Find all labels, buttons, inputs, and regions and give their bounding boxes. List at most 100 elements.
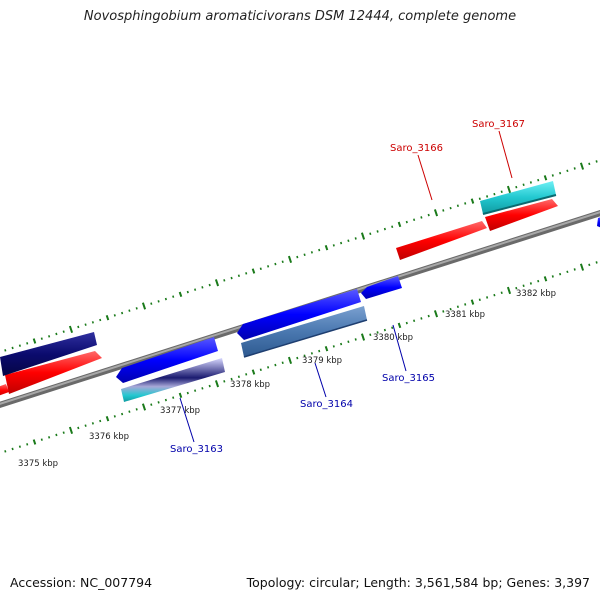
tick-mark bbox=[522, 284, 525, 288]
tick-mark bbox=[551, 275, 554, 278]
tick-mark bbox=[287, 255, 293, 264]
tick-mark bbox=[354, 338, 357, 341]
tick-mark bbox=[84, 323, 87, 326]
map-title: Novosphingobium aromaticivorans DSM 1244… bbox=[83, 9, 517, 24]
tick-mark bbox=[303, 253, 306, 257]
tick-mark bbox=[515, 185, 518, 189]
tick-mark bbox=[456, 204, 459, 208]
tick-mark bbox=[529, 282, 532, 285]
leader-saro-3164 bbox=[314, 362, 327, 398]
tick-mark bbox=[347, 340, 350, 344]
gene-label-saro-3165[interactable]: Saro_3165 bbox=[382, 373, 435, 384]
tick-mark bbox=[150, 302, 153, 305]
gene-label-saro-3164[interactable]: Saro_3164 bbox=[300, 399, 353, 410]
tick-mark bbox=[405, 321, 408, 325]
tick-mark bbox=[413, 319, 416, 323]
leader-saro-3165 bbox=[392, 324, 407, 372]
tick-mark bbox=[214, 279, 220, 287]
tick-mark bbox=[383, 227, 386, 231]
tick-mark bbox=[91, 321, 94, 324]
feature-steel-shadow bbox=[243, 319, 368, 358]
tick-mark bbox=[287, 356, 293, 365]
tick-mark bbox=[178, 392, 183, 399]
tick-mark bbox=[588, 263, 591, 267]
tick-mark bbox=[579, 263, 585, 271]
tick-mark bbox=[347, 239, 350, 243]
tick-mark bbox=[48, 436, 51, 439]
tick-mark bbox=[360, 333, 366, 341]
tick-mark bbox=[201, 387, 204, 390]
tick-mark bbox=[40, 438, 43, 441]
tick-mark bbox=[157, 401, 160, 404]
tick-mark bbox=[413, 218, 416, 222]
tick-mark bbox=[62, 330, 65, 333]
tick-mark bbox=[230, 377, 233, 381]
upper-tick-track bbox=[0, 160, 598, 356]
tick-mark bbox=[529, 181, 532, 184]
tick-mark bbox=[135, 307, 138, 310]
tick-mark bbox=[230, 276, 233, 280]
tick-mark bbox=[77, 426, 80, 430]
tick-mark bbox=[113, 314, 116, 317]
tick-mark bbox=[595, 261, 598, 264]
tick-mark bbox=[360, 232, 366, 240]
cds-forward-left-edge bbox=[0, 384, 9, 396]
tick-mark bbox=[318, 248, 321, 252]
tick-mark bbox=[194, 389, 197, 392]
feature-mixed-saro-3163 bbox=[121, 358, 225, 402]
leader-saro-3166 bbox=[417, 154, 433, 201]
tick-mark bbox=[113, 415, 116, 418]
tick-mark bbox=[486, 195, 489, 198]
gene-label-saro-3163[interactable]: Saro_3163 bbox=[170, 444, 223, 455]
tick-mark bbox=[157, 300, 160, 303]
tick-mark bbox=[442, 209, 445, 212]
tick-mark bbox=[566, 270, 569, 274]
gene-label-saro-3167[interactable]: Saro_3167 bbox=[472, 119, 525, 130]
tick-mark bbox=[135, 408, 138, 411]
tick-mark bbox=[267, 366, 270, 369]
tick-mark bbox=[464, 202, 467, 205]
cds-reverse-right-edge bbox=[597, 217, 600, 228]
tick-mark bbox=[595, 160, 598, 163]
genome-summary-label: Topology: circular; Length: 3,561,584 bp… bbox=[246, 575, 590, 590]
tick-mark bbox=[376, 331, 379, 334]
tick-mark bbox=[68, 325, 74, 334]
gene-label-saro-3166[interactable]: Saro_3166 bbox=[390, 143, 443, 154]
tick-mark bbox=[99, 318, 102, 322]
tick-mark bbox=[128, 410, 131, 413]
tick-mark bbox=[310, 251, 313, 254]
tick-mark bbox=[32, 439, 37, 445]
tick-mark bbox=[237, 274, 240, 278]
tick-mark bbox=[223, 380, 226, 383]
tick-mark bbox=[11, 346, 14, 350]
tick-mark bbox=[433, 310, 439, 318]
tick-mark bbox=[391, 225, 394, 229]
tick-mark bbox=[40, 337, 43, 340]
tick-mark bbox=[478, 298, 481, 302]
tick-mark bbox=[573, 268, 576, 271]
tick-mark bbox=[178, 291, 183, 298]
tick-mark bbox=[551, 174, 554, 177]
tick-mark bbox=[251, 369, 256, 375]
tick-mark bbox=[354, 237, 357, 240]
tick-mark bbox=[588, 162, 591, 166]
tick-mark bbox=[208, 384, 211, 388]
tick-mark bbox=[194, 288, 197, 291]
tick-mark bbox=[4, 450, 7, 453]
tick-label-3376: 3376 kbp bbox=[89, 432, 129, 442]
tick-mark bbox=[442, 310, 445, 313]
tick-label-3375: 3375 kbp bbox=[18, 459, 58, 469]
tick-mark bbox=[500, 291, 503, 295]
tick-mark bbox=[369, 232, 372, 236]
tick-mark bbox=[172, 396, 175, 399]
accession-label: Accession: NC_007794 bbox=[10, 575, 153, 590]
tick-mark bbox=[26, 443, 29, 446]
cds-dark-1 bbox=[0, 332, 97, 376]
tick-mark bbox=[55, 433, 58, 437]
tick-mark bbox=[376, 230, 379, 233]
tick-mark bbox=[141, 403, 147, 411]
tick-label-3379: 3379 kbp bbox=[302, 356, 342, 366]
cds-reverse-saro-3165 bbox=[361, 276, 402, 299]
tick-mark bbox=[26, 342, 29, 345]
tick-mark bbox=[84, 424, 87, 427]
